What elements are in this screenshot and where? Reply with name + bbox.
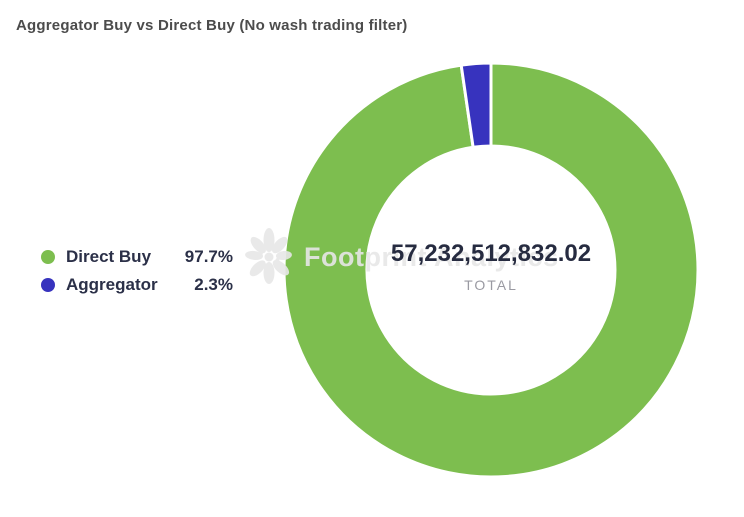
legend-label: Aggregator [66,275,158,294]
legend-label: Direct Buy [66,247,152,266]
legend-value: 97.7% [184,247,233,266]
donut-center: 57,232,512,832.02 TOTAL [371,240,611,293]
total-label: TOTAL [464,277,518,293]
legend-dot-aggregator-icon [41,278,55,292]
donut-slice-aggregator[interactable] [459,61,493,149]
legend-item-aggregator[interactable]: Aggregator 2.3% [41,271,233,299]
legend-item-direct-buy[interactable]: Direct Buy 97.7% [41,243,233,271]
total-value: 57,232,512,832.02 [390,240,592,267]
donut-slice-direct-buy[interactable] [282,61,700,479]
legend-value: 2.3% [194,275,233,294]
chart-legend: Direct Buy 97.7% Aggregator 2.3% [41,243,233,299]
legend-dot-direct-buy-icon [41,250,55,264]
chart-title: Aggregator Buy vs Direct Buy (No wash tr… [16,17,408,34]
